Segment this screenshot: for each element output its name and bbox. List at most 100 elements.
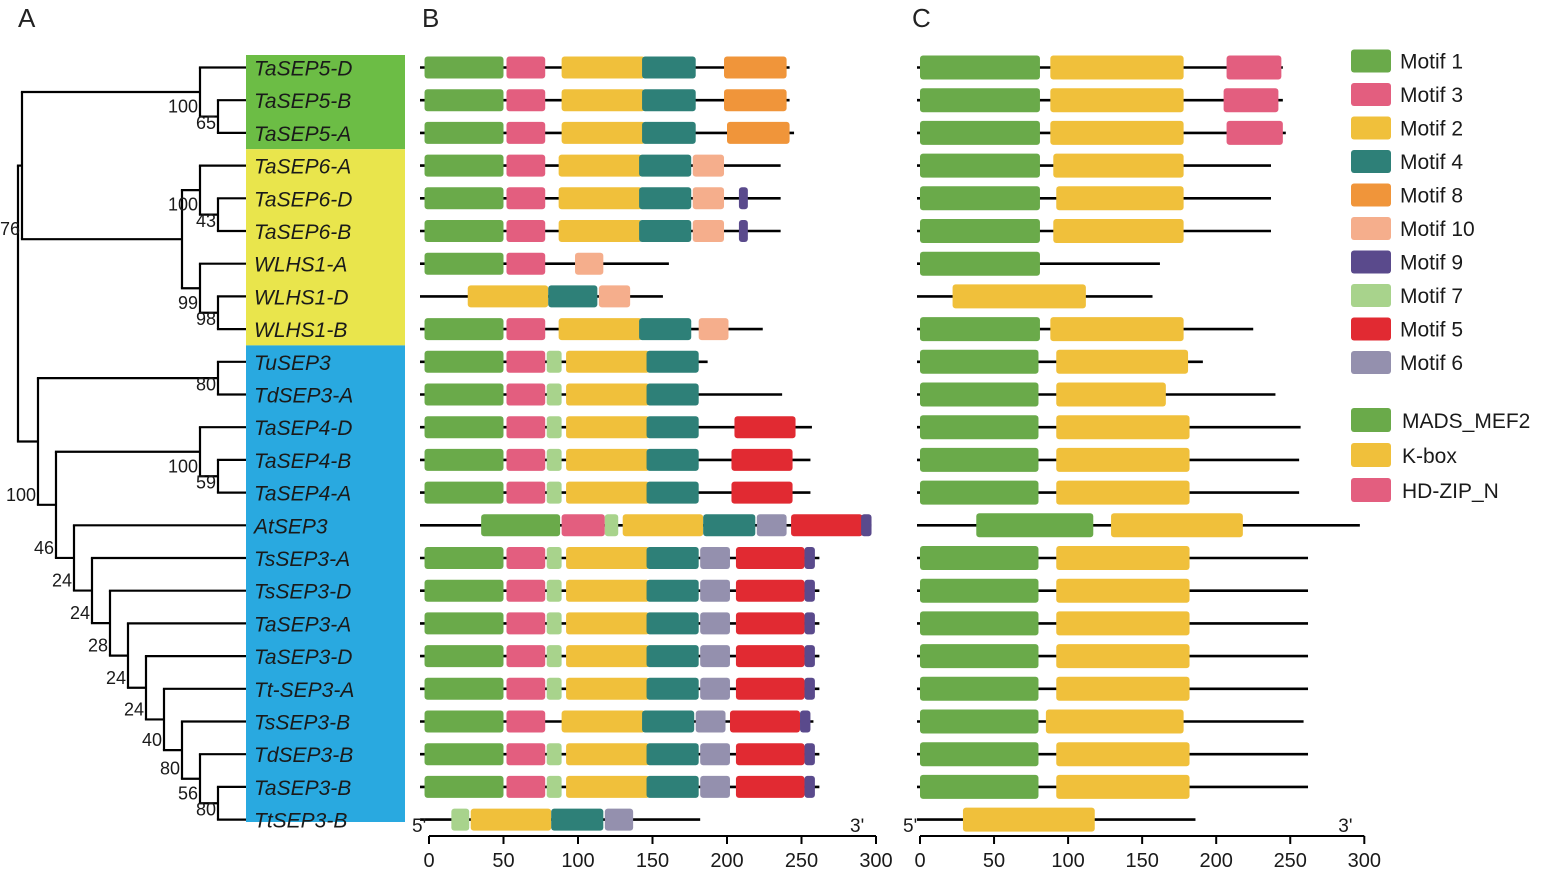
- motif-block: [424, 416, 504, 439]
- phylogenetic-tree: 1006510043769998801005910046242428242440…: [0, 66, 246, 821]
- bootstrap-value: 56: [178, 783, 198, 803]
- clade-color-boxes: [246, 55, 405, 822]
- bootstrap-value: 76: [0, 219, 20, 239]
- domain-block: [1056, 480, 1190, 505]
- panel-b-tick: 0: [423, 850, 434, 872]
- legend-label: MADS_MEF2: [1402, 410, 1530, 433]
- motif-block: [506, 448, 546, 471]
- motif-block: [424, 154, 504, 177]
- bootstrap-value: 65: [196, 113, 216, 133]
- panel-c-tick: 50: [983, 850, 1005, 872]
- motif-block: [734, 416, 796, 439]
- legend-swatch: [1351, 408, 1391, 432]
- legend-label: Motif 10: [1400, 218, 1475, 241]
- motif-block: [558, 187, 643, 210]
- motif-block: [424, 612, 504, 635]
- motif-block: [561, 89, 646, 112]
- legend-swatch: [1351, 83, 1391, 106]
- domain-block: [920, 644, 1039, 669]
- motif-block: [506, 710, 546, 733]
- domain-block: [920, 742, 1039, 767]
- domain-block: [1053, 153, 1184, 178]
- domain-block: [920, 447, 1039, 472]
- panel-b-tick: 250: [785, 850, 818, 872]
- motif-block: [546, 677, 562, 700]
- domain-block: [1111, 513, 1243, 538]
- legend-label: Motif 2: [1400, 118, 1463, 141]
- motif-block: [424, 252, 504, 275]
- motif-block: [695, 710, 726, 733]
- motif-block: [558, 220, 643, 242]
- panel-b-tick: 300: [859, 850, 892, 872]
- domain-block: [920, 611, 1039, 636]
- motif-block: [804, 743, 815, 766]
- legend-swatch: [1351, 443, 1391, 467]
- motif-block: [735, 645, 805, 668]
- motif-block: [566, 579, 650, 602]
- motif-block: [800, 710, 811, 733]
- three-prime-label: 3': [1338, 816, 1352, 837]
- panel-b-tick: 200: [710, 850, 743, 872]
- motif-block: [546, 612, 562, 635]
- motif-block: [735, 677, 805, 700]
- motif-block: [646, 579, 699, 602]
- gene-label: TsSEP3-B: [254, 712, 350, 735]
- motif-block: [756, 514, 787, 537]
- motif-block: [703, 514, 756, 537]
- motif-block: [546, 547, 562, 569]
- motif-block: [558, 318, 643, 341]
- motif-block: [424, 677, 504, 700]
- domain-block: [920, 546, 1039, 570]
- motif-block: [646, 547, 699, 569]
- legend-label: Motif 6: [1400, 352, 1463, 375]
- motif-block: [735, 612, 805, 635]
- motif-block: [724, 56, 787, 79]
- domain-block: [920, 251, 1040, 276]
- panel-c-tick: 100: [1051, 850, 1084, 872]
- motif-block: [424, 220, 504, 242]
- gene-label: WLHS1-D: [254, 286, 349, 309]
- motif-block: [861, 514, 872, 537]
- motif-block: [548, 285, 598, 308]
- motif-block: [698, 318, 729, 341]
- domain-block: [1050, 120, 1184, 145]
- motif-block: [700, 579, 730, 602]
- gene-label: TaSEP6-B: [254, 221, 351, 244]
- domain-block: [1056, 644, 1190, 669]
- motif-block: [506, 579, 546, 602]
- motif-block: [566, 481, 650, 504]
- motif-block: [738, 220, 748, 242]
- motif-block: [646, 350, 699, 373]
- motif-block: [639, 154, 692, 177]
- motif-panel: 0 50 100 150 200 250 300 5' 3': [412, 56, 893, 872]
- motif-block: [506, 481, 546, 504]
- motif-block: [546, 775, 562, 798]
- motif-block: [424, 645, 504, 668]
- motif-block: [646, 612, 699, 635]
- domain-block: [920, 186, 1040, 211]
- motif-block: [506, 252, 546, 275]
- panel-label-b: B: [422, 3, 439, 33]
- domain-block: [920, 382, 1039, 407]
- motif-block: [646, 383, 699, 406]
- motif-block: [639, 318, 692, 341]
- motif-block: [804, 677, 815, 700]
- three-prime-label: 3': [850, 816, 864, 837]
- motif-block: [546, 645, 562, 668]
- motif-block: [566, 743, 650, 766]
- motif-block: [642, 56, 696, 79]
- motif-block: [506, 220, 546, 242]
- motif-block: [642, 710, 695, 733]
- motif-block: [561, 514, 605, 537]
- motif-block: [424, 481, 504, 504]
- domain-block: [920, 578, 1039, 603]
- motif-block: [700, 775, 730, 798]
- motif-block: [804, 612, 815, 635]
- motif-block: [700, 612, 730, 635]
- bootstrap-value: 80: [196, 375, 216, 395]
- motif-block: [506, 612, 546, 635]
- gene-label: TaSEP3-B: [254, 777, 351, 800]
- motif-block: [804, 547, 815, 569]
- motif-block: [791, 514, 863, 537]
- motif-block: [470, 808, 552, 831]
